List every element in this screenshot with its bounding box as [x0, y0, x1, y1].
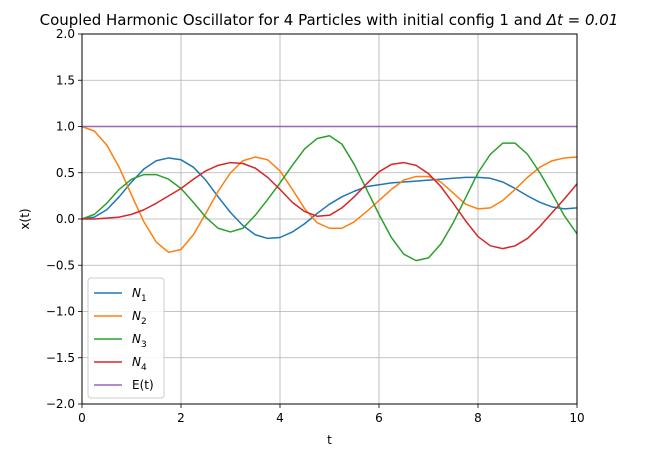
y-tick-label: −2.0	[46, 397, 75, 411]
chart-title: Coupled Harmonic Oscillator for 4 Partic…	[40, 11, 619, 29]
legend-box	[87, 277, 165, 399]
y-tick-label: 0.0	[56, 212, 75, 226]
y-tick-label: −1.0	[46, 305, 75, 319]
x-axis-label: t	[327, 433, 332, 447]
y-tick-label: −0.5	[46, 258, 75, 272]
series-line-1	[81, 157, 578, 240]
legend-label: N1	[132, 286, 147, 304]
chart-title-math: Δt = 0.01	[546, 11, 619, 29]
legend-label: N2	[132, 309, 147, 327]
series-layer	[81, 125, 578, 262]
y-axis-label: x(t)	[18, 208, 32, 229]
x-tick-label: 2	[177, 411, 185, 425]
ticks: 0 2 4 6 8 10 −2.0 −1.5 −1.0 −0.5 0.0 0.5 1.0 1.5 2.0	[46, 27, 585, 425]
series-line-3	[81, 135, 578, 262]
chart-title-text: Coupled Harmonic Oscillator for 4 Partic…	[40, 11, 547, 29]
y-tick-label: 2.0	[56, 27, 75, 41]
x-tick-label: 6	[375, 411, 383, 425]
legend: N1 N2 N3 N4 E(t)	[87, 277, 165, 399]
x-tick-label: 10	[569, 411, 584, 425]
series-line-4	[82, 161, 578, 250]
legend-label: N3	[132, 332, 147, 350]
x-tick-label: 4	[276, 411, 284, 425]
x-tick-label: 0	[78, 411, 86, 425]
x-tick-label: 8	[474, 411, 482, 425]
series-line-2	[81, 125, 578, 254]
y-tick-label: 1.5	[56, 73, 75, 87]
legend-label: E(t)	[132, 378, 154, 392]
y-tick-label: 0.5	[56, 166, 75, 180]
y-tick-label: 1.0	[56, 120, 75, 134]
y-tick-label: −1.5	[46, 351, 75, 365]
legend-label: N4	[132, 355, 147, 373]
